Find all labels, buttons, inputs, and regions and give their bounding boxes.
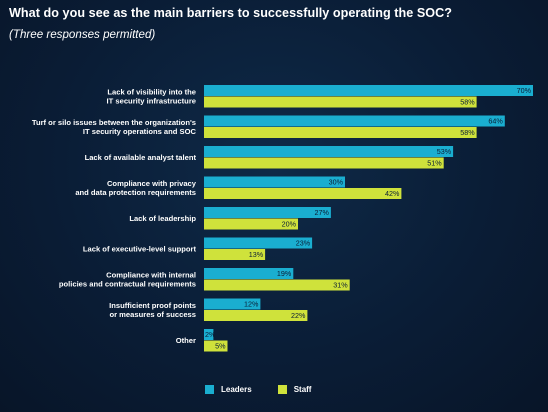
bar-leaders (204, 329, 214, 340)
bar-staff (204, 340, 228, 352)
data-label-staff: 58% (460, 98, 475, 107)
bar-leaders (204, 237, 313, 249)
bar-staff (204, 157, 444, 169)
category-label: Lack of visibility into the IT security i… (107, 87, 196, 105)
category-label-line: Turf or silo issues between the organiza… (32, 118, 196, 127)
category-label-line: Compliance with internal (106, 270, 196, 279)
data-label-staff: 13% (249, 250, 264, 259)
data-label-staff: 22% (291, 311, 306, 320)
category-label-line: Lack of visibility into the (107, 87, 196, 96)
chart-legend: Leaders Staff (205, 385, 337, 394)
bar-staff (204, 310, 308, 321)
data-label-staff: 51% (427, 159, 442, 168)
bar-leaders (204, 268, 294, 279)
category-label-line: Other (176, 336, 196, 345)
legend-swatch-staff (277, 385, 287, 394)
category-label-line: or measures of success (109, 310, 196, 319)
category-label-line: Compliance with privacy (107, 179, 197, 188)
data-label-leaders: 64% (488, 117, 503, 126)
category-label: Compliance with internal policies and con… (59, 270, 196, 288)
data-label-leaders: 70% (517, 86, 532, 95)
bar-leaders (204, 298, 261, 310)
chart-title: What do you see as the main barriers to … (9, 6, 453, 20)
data-label-staff: 20% (282, 220, 297, 229)
bar-leaders (204, 146, 454, 157)
data-label-leaders: 23% (296, 239, 311, 248)
legend-item-leaders: Leaders (205, 385, 252, 394)
category-label-line: and data protection requirements (75, 188, 196, 197)
category-label: Turf or silo issues between the organiza… (32, 118, 197, 136)
category-label-line: Insufficient proof points (109, 301, 196, 310)
data-label-leaders: 30% (329, 178, 344, 187)
bar-leaders (204, 85, 533, 96)
bar-staff (204, 218, 298, 230)
category-label-line: Lack of executive-level support (83, 245, 197, 254)
bar-staff (204, 96, 477, 108)
data-label-leaders: 19% (277, 269, 292, 278)
category-label: Lack of available analyst talent (85, 153, 197, 162)
data-label-staff: 42% (385, 189, 400, 198)
bar-staff (204, 127, 477, 138)
category-label-line: Lack of available analyst talent (85, 153, 197, 162)
bar-staff (204, 188, 402, 199)
category-label-line: IT security operations and SOC (83, 127, 197, 136)
category-label: Compliance with privacy and data protecti… (75, 179, 196, 197)
category-label: Lack of leadership (129, 214, 196, 223)
bar-leaders (204, 176, 345, 188)
category-label: Insufficient proof points or measures of … (109, 301, 196, 319)
data-label-leaders: 12% (244, 300, 259, 309)
category-label: Other (176, 336, 196, 345)
bar-leaders (204, 207, 331, 218)
data-label-leaders: 2% (205, 330, 216, 339)
legend-swatch-leaders (205, 385, 214, 394)
data-label-leaders: 53% (437, 147, 452, 156)
category-label-line: IT security infrastructure (107, 97, 196, 106)
bar-leaders (204, 115, 505, 127)
category-label-line: Lack of leadership (129, 214, 196, 223)
category-label-line: policies and contractual requirements (59, 280, 196, 289)
legend-label-leaders: Leaders (221, 385, 252, 394)
data-label-staff: 58% (460, 128, 475, 137)
category-label: Lack of executive-level support (83, 245, 197, 254)
bar-chart: Lack of visibility into the IT security i… (32, 85, 533, 352)
bar-staff (204, 279, 350, 291)
data-label-staff: 5% (215, 342, 226, 351)
bar-staff (204, 249, 266, 260)
data-label-staff: 31% (333, 281, 348, 290)
data-label-leaders: 27% (315, 208, 330, 217)
legend-label-staff: Staff (293, 385, 312, 394)
legend-item-staff: Staff (277, 385, 312, 394)
chart-subtitle: (Three responses permitted) (9, 28, 156, 41)
